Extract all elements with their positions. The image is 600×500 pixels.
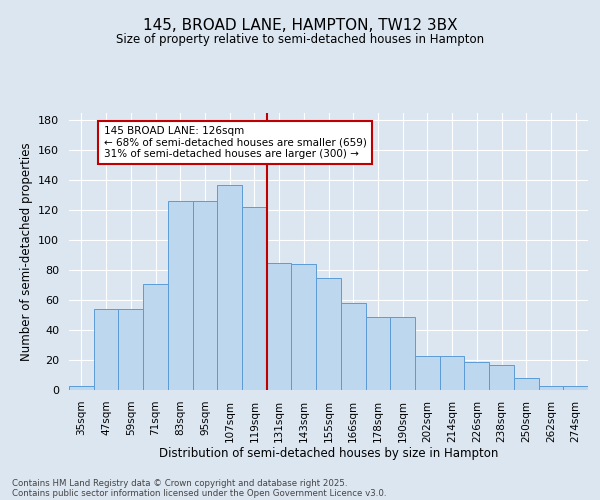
Bar <box>267 262 292 390</box>
Bar <box>415 356 440 390</box>
Bar <box>168 201 193 390</box>
Bar <box>118 309 143 390</box>
Text: 145, BROAD LANE, HAMPTON, TW12 3BX: 145, BROAD LANE, HAMPTON, TW12 3BX <box>143 18 457 32</box>
Bar <box>539 386 563 390</box>
Bar <box>440 356 464 390</box>
Bar <box>365 316 390 390</box>
Bar <box>390 316 415 390</box>
X-axis label: Distribution of semi-detached houses by size in Hampton: Distribution of semi-detached houses by … <box>159 448 498 460</box>
Bar <box>341 303 365 390</box>
Bar <box>489 364 514 390</box>
Bar <box>193 201 217 390</box>
Bar <box>217 184 242 390</box>
Bar <box>143 284 168 390</box>
Bar <box>94 309 118 390</box>
Bar <box>563 386 588 390</box>
Bar <box>316 278 341 390</box>
Text: Size of property relative to semi-detached houses in Hampton: Size of property relative to semi-detach… <box>116 32 484 46</box>
Y-axis label: Number of semi-detached properties: Number of semi-detached properties <box>20 142 32 360</box>
Bar <box>464 362 489 390</box>
Text: Contains HM Land Registry data © Crown copyright and database right 2025.: Contains HM Land Registry data © Crown c… <box>12 478 347 488</box>
Text: 145 BROAD LANE: 126sqm
← 68% of semi-detached houses are smaller (659)
31% of se: 145 BROAD LANE: 126sqm ← 68% of semi-det… <box>104 126 367 159</box>
Bar <box>514 378 539 390</box>
Bar <box>242 207 267 390</box>
Bar <box>292 264 316 390</box>
Text: Contains public sector information licensed under the Open Government Licence v3: Contains public sector information licen… <box>12 488 386 498</box>
Bar <box>69 386 94 390</box>
